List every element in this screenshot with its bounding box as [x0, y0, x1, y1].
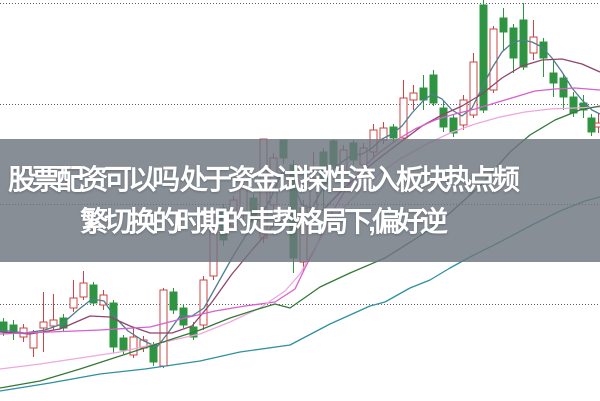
headline-line-1: 股票配资可以吗 处于资金试探性流入板块热点频: [8, 163, 520, 195]
headline: 股票配资可以吗 处于资金试探性流入板块热点频 繁切换的时期的走势格局下,偏好逆: [0, 159, 524, 243]
headline-overlay: 股票配资可以吗 处于资金试探性流入板块热点频 繁切换的时期的走势格局下,偏好逆: [0, 139, 600, 262]
headline-line-2: 繁切换的时期的走势格局下,偏好逆: [80, 205, 448, 237]
